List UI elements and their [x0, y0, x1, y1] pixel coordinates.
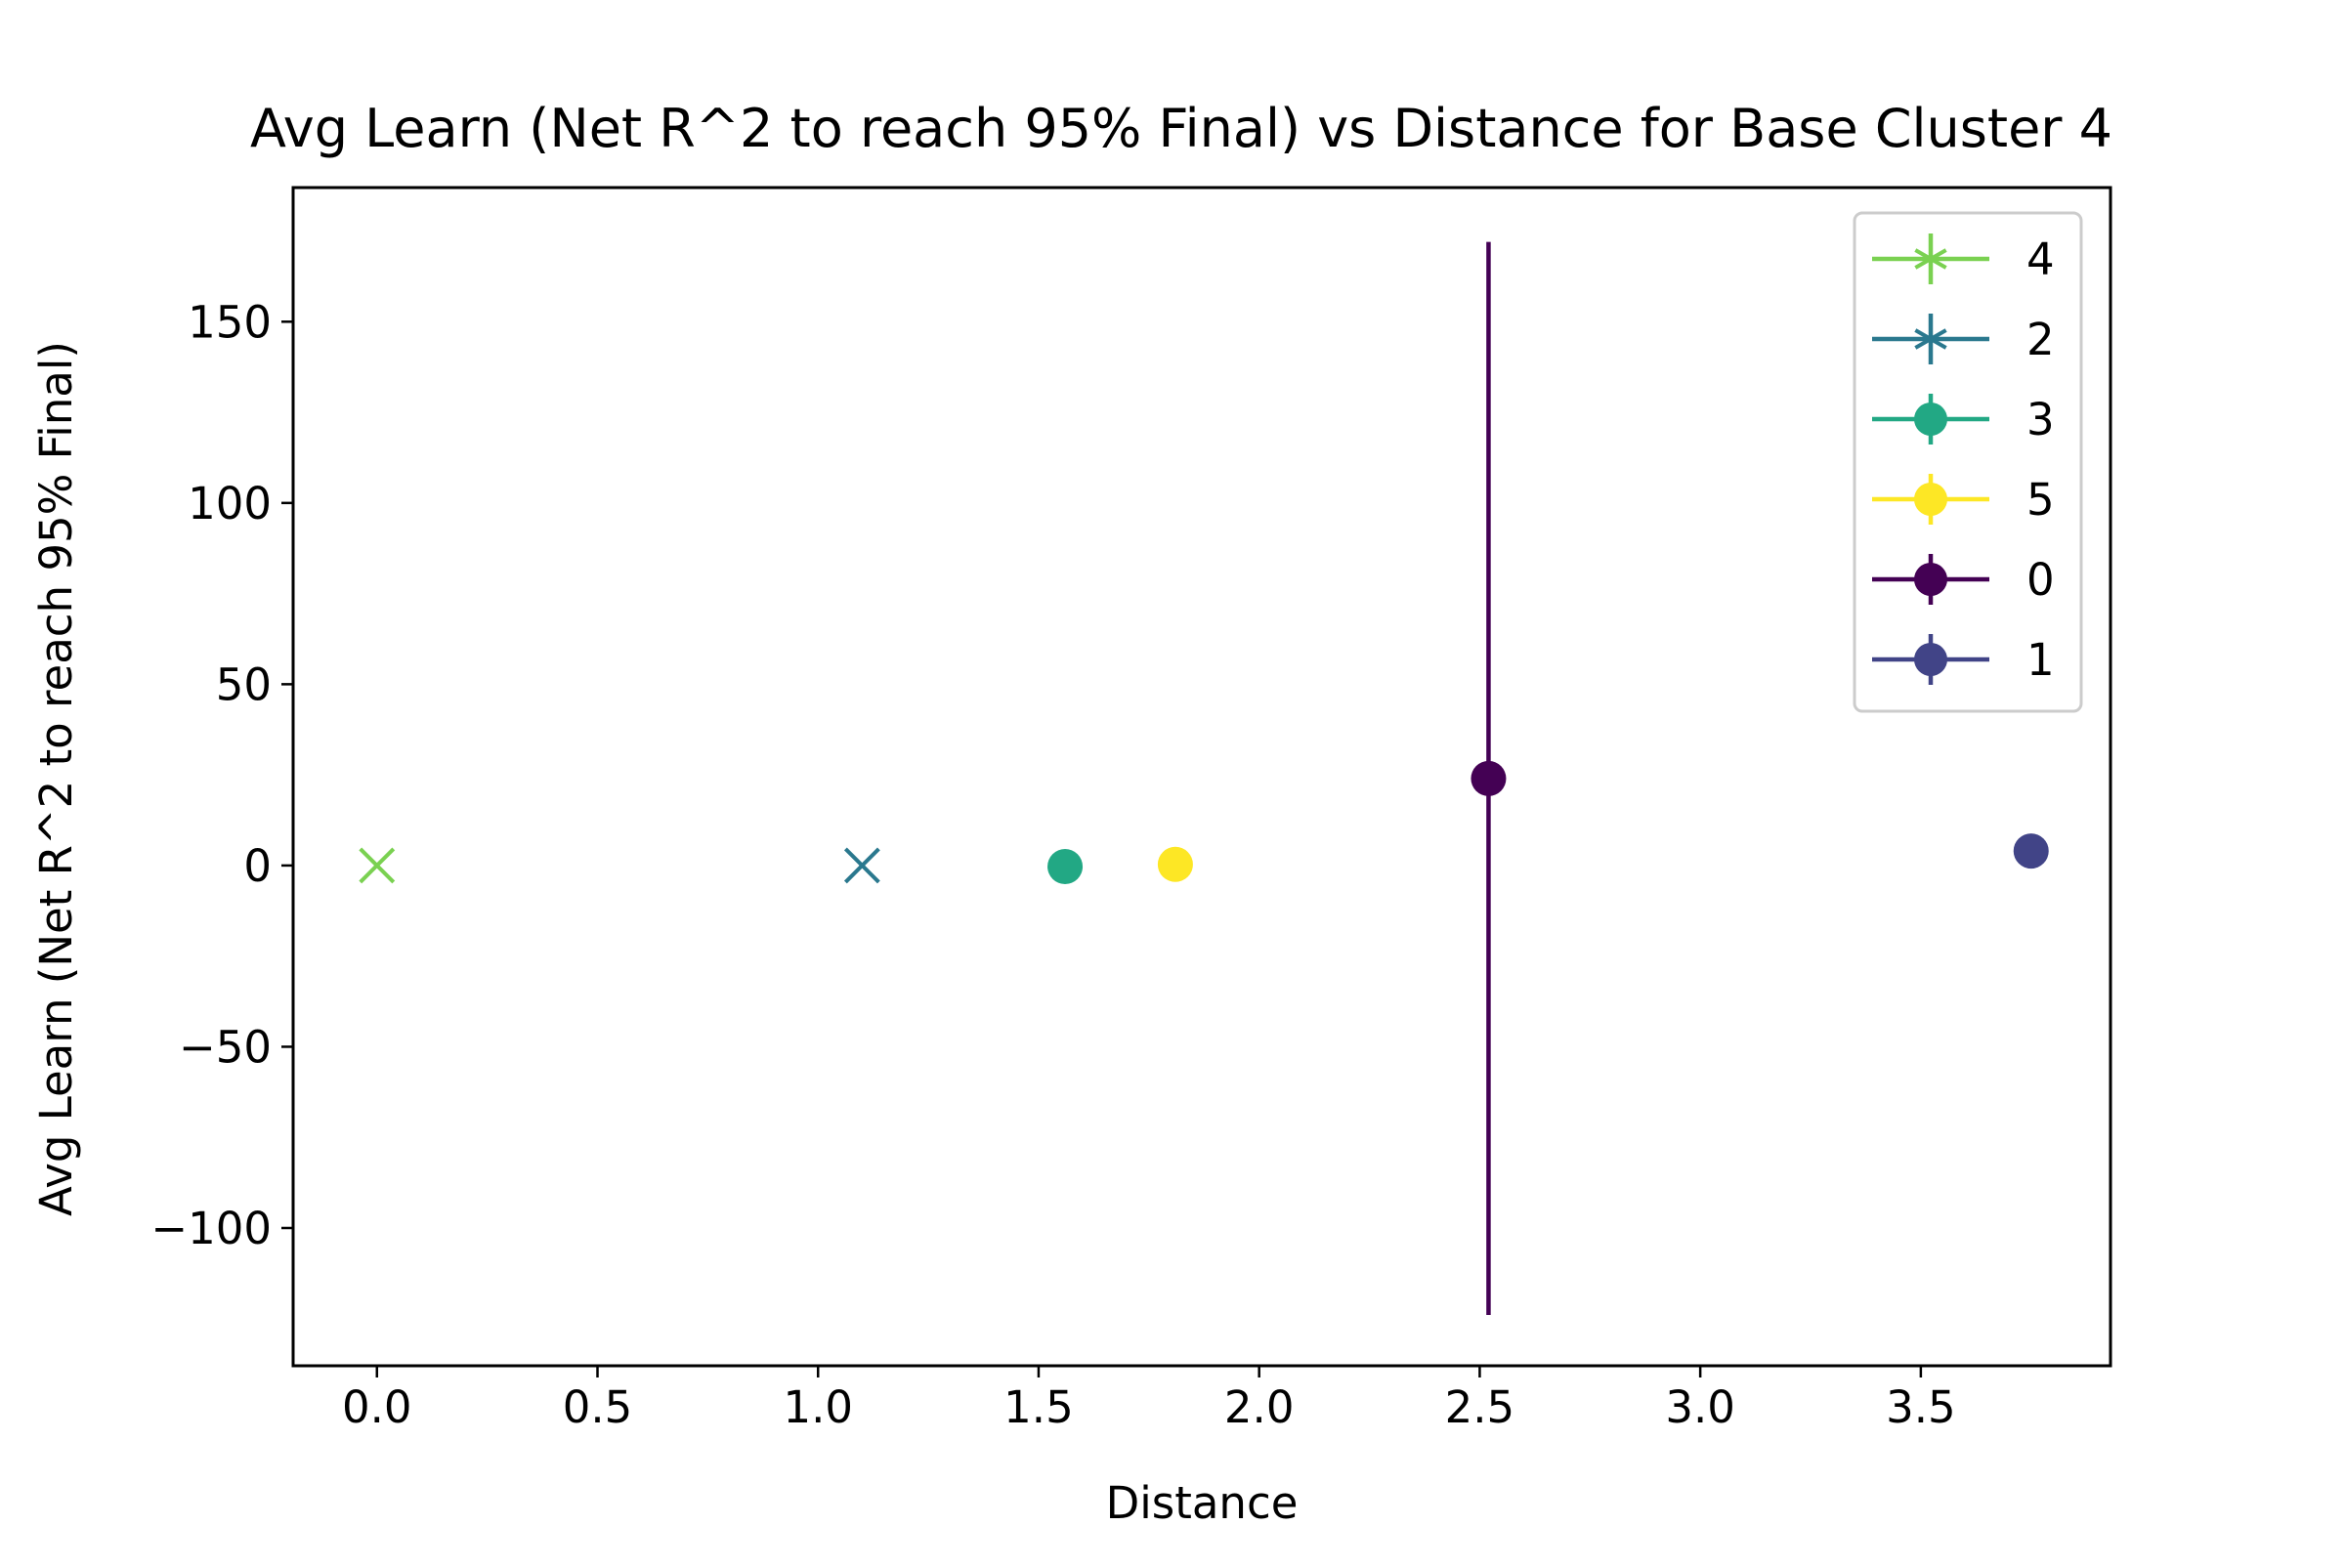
series-0: [1471, 241, 1507, 1316]
data-point-3: [1047, 849, 1084, 885]
chart-title: Avg Learn (Net R^2 to reach 95% Final) v…: [250, 98, 2112, 159]
legend-marker-0: [1914, 563, 1947, 596]
legend-item-5: 5: [1872, 474, 2055, 526]
series-4: [359, 847, 396, 884]
y-tick-label: 150: [188, 296, 272, 348]
legend-marker-4: [1914, 241, 1947, 276]
x-tick-label: 1.5: [1003, 1381, 1074, 1433]
plot-area-frame: [291, 186, 2112, 1368]
legend-label-1: 1: [2026, 634, 2055, 686]
x-tick-label: 0.5: [563, 1381, 633, 1433]
data-point-4: [359, 847, 396, 884]
legend-item-0: 0: [1872, 554, 2055, 606]
data-point-5: [1157, 846, 1193, 882]
x-tick-label: 2.0: [1224, 1381, 1295, 1433]
legend-label-0: 0: [2026, 554, 2055, 606]
legend-item-4: 4: [1872, 233, 2055, 285]
legend-marker-2: [1914, 321, 1947, 357]
legend-marker-3: [1914, 403, 1947, 436]
series-1: [2013, 833, 2049, 869]
series-5: [1157, 846, 1193, 882]
x-tick-label: 3.0: [1665, 1381, 1735, 1433]
legend-marker-1: [1914, 643, 1947, 676]
legend-label-4: 4: [2026, 233, 2055, 285]
y-axis-label: Avg Learn (Net R^2 to reach 95% Final): [30, 341, 82, 1216]
data-point-2: [843, 847, 880, 884]
y-tick-label: 100: [188, 478, 272, 530]
ticks-layer: 0.0 0.5 1.0 1.5 2.0 2.5 3.0 3.5 −100 −50 0 50 100 150: [150, 296, 1955, 1433]
y-tick-label: −50: [179, 1021, 272, 1073]
legend-label-3: 3: [2026, 394, 2055, 445]
series-3: [1047, 849, 1084, 885]
legend-item-1: 1: [1872, 634, 2055, 686]
y-tick-label: −100: [150, 1203, 272, 1254]
legend-marker-5: [1914, 483, 1947, 516]
data-point-0: [1471, 760, 1507, 796]
x-tick-label: 2.5: [1445, 1381, 1515, 1433]
y-tick-label: 50: [216, 658, 272, 710]
x-tick-label: 0.0: [342, 1381, 412, 1433]
x-tick-label: 3.5: [1886, 1381, 1956, 1433]
x-tick-label: 1.0: [783, 1381, 853, 1433]
marks-layer: [359, 241, 2049, 1316]
legend-label-2: 2: [2026, 314, 2055, 365]
y-tick-label: 0: [243, 840, 272, 892]
data-point-1: [2013, 833, 2049, 869]
legend-item-2: 2: [1872, 314, 2055, 365]
legend-item-3: 3: [1872, 394, 2055, 445]
x-axis-label: Distance: [1106, 1477, 1299, 1529]
legend-label-5: 5: [2026, 474, 2055, 526]
series-2: [843, 847, 880, 884]
legend: 4 2 3 5 0 1: [1853, 211, 2083, 713]
